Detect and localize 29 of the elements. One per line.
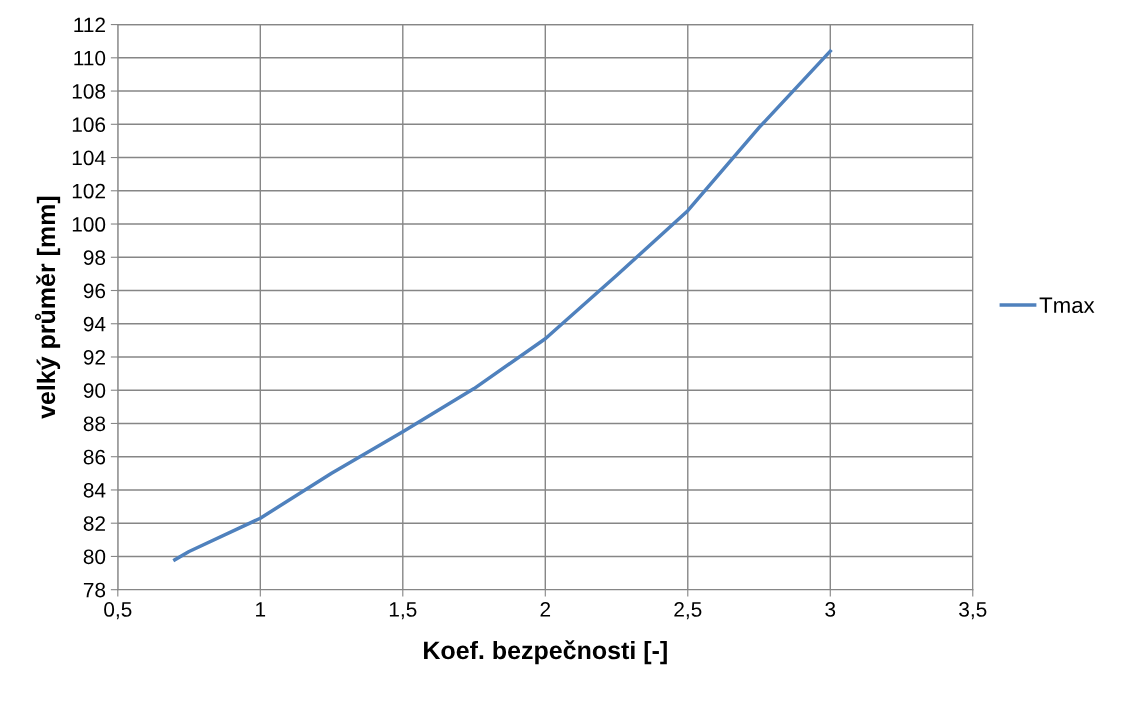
y-tick-label: 90 xyxy=(83,383,106,398)
y-tick-label: 80 xyxy=(83,549,106,565)
x-tick-label: 0,5 xyxy=(104,602,132,620)
x-tick-label: 1 xyxy=(256,602,266,617)
y-tick-label: 84 xyxy=(83,482,106,498)
x-tick-label: 1,5 xyxy=(389,602,417,620)
y-tick-label: 94 xyxy=(83,316,106,332)
y-axis-title: velký průměr [mm] xyxy=(34,196,61,419)
x-tick-label: 2 xyxy=(540,602,551,617)
x-tick-label: 3,5 xyxy=(959,602,987,620)
y-tick-label: 86 xyxy=(83,449,106,465)
y-tick-label: 102 xyxy=(72,183,105,199)
x-axis-title: Koef. bezpečnosti [-] xyxy=(424,640,667,665)
x-tick-label: 3 xyxy=(825,602,836,617)
y-tick-label: 92 xyxy=(83,349,105,365)
y-tick-label: 106 xyxy=(72,117,106,133)
y-tick-label: 82 xyxy=(83,516,105,531)
y-tick-label: 112 xyxy=(74,17,105,33)
y-tick-label: 98 xyxy=(83,250,106,266)
y-tick-label: 88 xyxy=(83,416,106,432)
y-tick-label: 100 xyxy=(72,217,106,232)
line-series xyxy=(173,49,833,562)
y-tick-label: 108 xyxy=(72,84,106,99)
y-tick-label: 78 xyxy=(83,582,106,598)
legend-label: Tmax xyxy=(1039,297,1095,314)
x-tick-label: 2,5 xyxy=(674,602,702,620)
y-tick-label: 96 xyxy=(83,283,106,299)
y-tick-label: 110 xyxy=(74,50,106,66)
y-tick-label: 104 xyxy=(72,150,106,166)
